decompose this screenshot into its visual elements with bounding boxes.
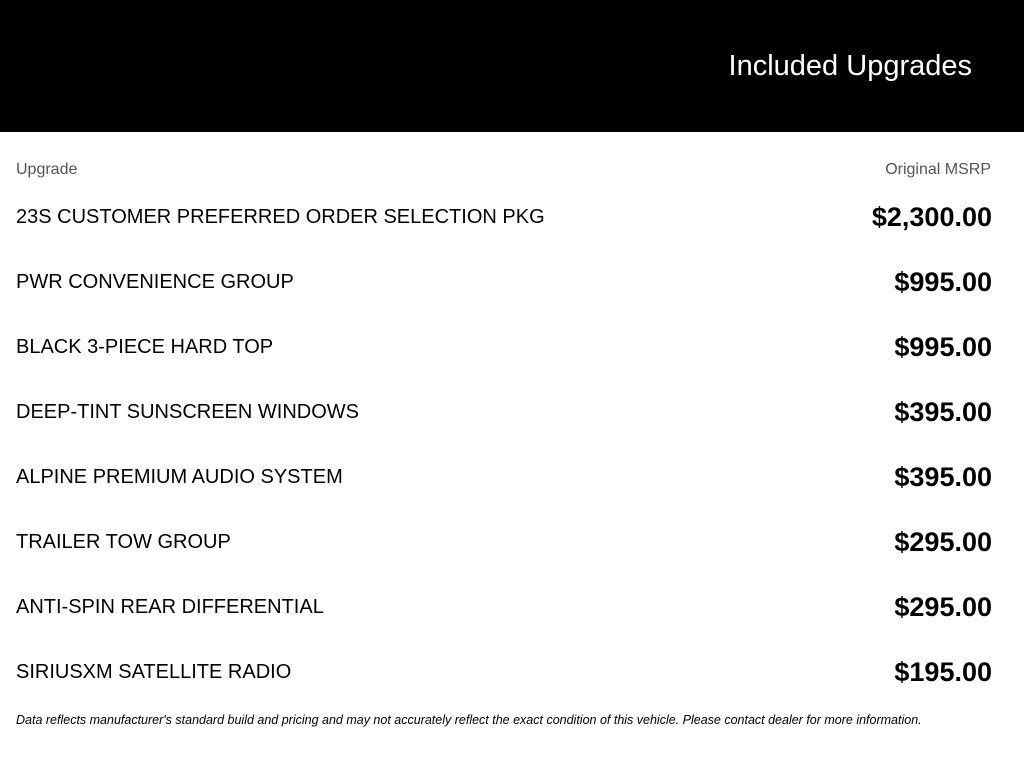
upgrade-price: $995.00	[894, 266, 992, 297]
column-header-msrp: Original MSRP	[885, 161, 991, 178]
upgrade-price: $395.00	[894, 461, 992, 492]
upgrade-name: ALPINE PREMIUM AUDIO SYSTEM	[16, 465, 343, 488]
upgrade-name: DEEP-TINT SUNSCREEN WINDOWS	[16, 400, 359, 423]
table-row: DEEP-TINT SUNSCREEN WINDOWS $395.00	[16, 379, 992, 444]
table-row: 23S CUSTOMER PREFERRED ORDER SELECTION P…	[16, 184, 992, 249]
table-row: ANTI-SPIN REAR DIFFERENTIAL $295.00	[16, 574, 992, 639]
upgrade-name: 23S CUSTOMER PREFERRED ORDER SELECTION P…	[16, 205, 545, 228]
upgrade-name: BLACK 3-PIECE HARD TOP	[16, 335, 274, 358]
table-row: TRAILER TOW GROUP $295.00	[16, 509, 992, 574]
column-header-upgrade: Upgrade	[16, 161, 78, 178]
table-row: SIRIUSXM SATELLITE RADIO $195.00	[16, 639, 992, 704]
upgrades-list: 23S CUSTOMER PREFERRED ORDER SELECTION P…	[16, 185, 992, 705]
disclaimer: Data reflects manufacturer's standard bu…	[16, 713, 922, 727]
upgrade-price: $395.00	[894, 396, 992, 427]
upgrade-name: TRAILER TOW GROUP	[16, 530, 231, 553]
upgrade-price: $2,300.00	[871, 201, 992, 232]
header-banner: Included Upgrades	[0, 0, 1024, 132]
upgrade-name: ANTI-SPIN REAR DIFFERENTIAL	[16, 595, 324, 618]
table-row: PWR CONVENIENCE GROUP $995.00	[16, 249, 992, 314]
upgrade-price: $295.00	[894, 526, 992, 557]
upgrade-price: $995.00	[894, 331, 992, 362]
upgrade-name: PWR CONVENIENCE GROUP	[16, 270, 294, 293]
upgrade-price: $195.00	[894, 656, 992, 687]
page-title: Included Upgrades	[728, 50, 972, 82]
table-row: ALPINE PREMIUM AUDIO SYSTEM $395.00	[16, 444, 992, 509]
upgrade-name: SIRIUSXM SATELLITE RADIO	[16, 660, 292, 683]
table-header: Upgrade Original MSRP	[16, 160, 991, 180]
upgrade-price: $295.00	[894, 591, 992, 622]
table-row: BLACK 3-PIECE HARD TOP $995.00	[16, 314, 992, 379]
